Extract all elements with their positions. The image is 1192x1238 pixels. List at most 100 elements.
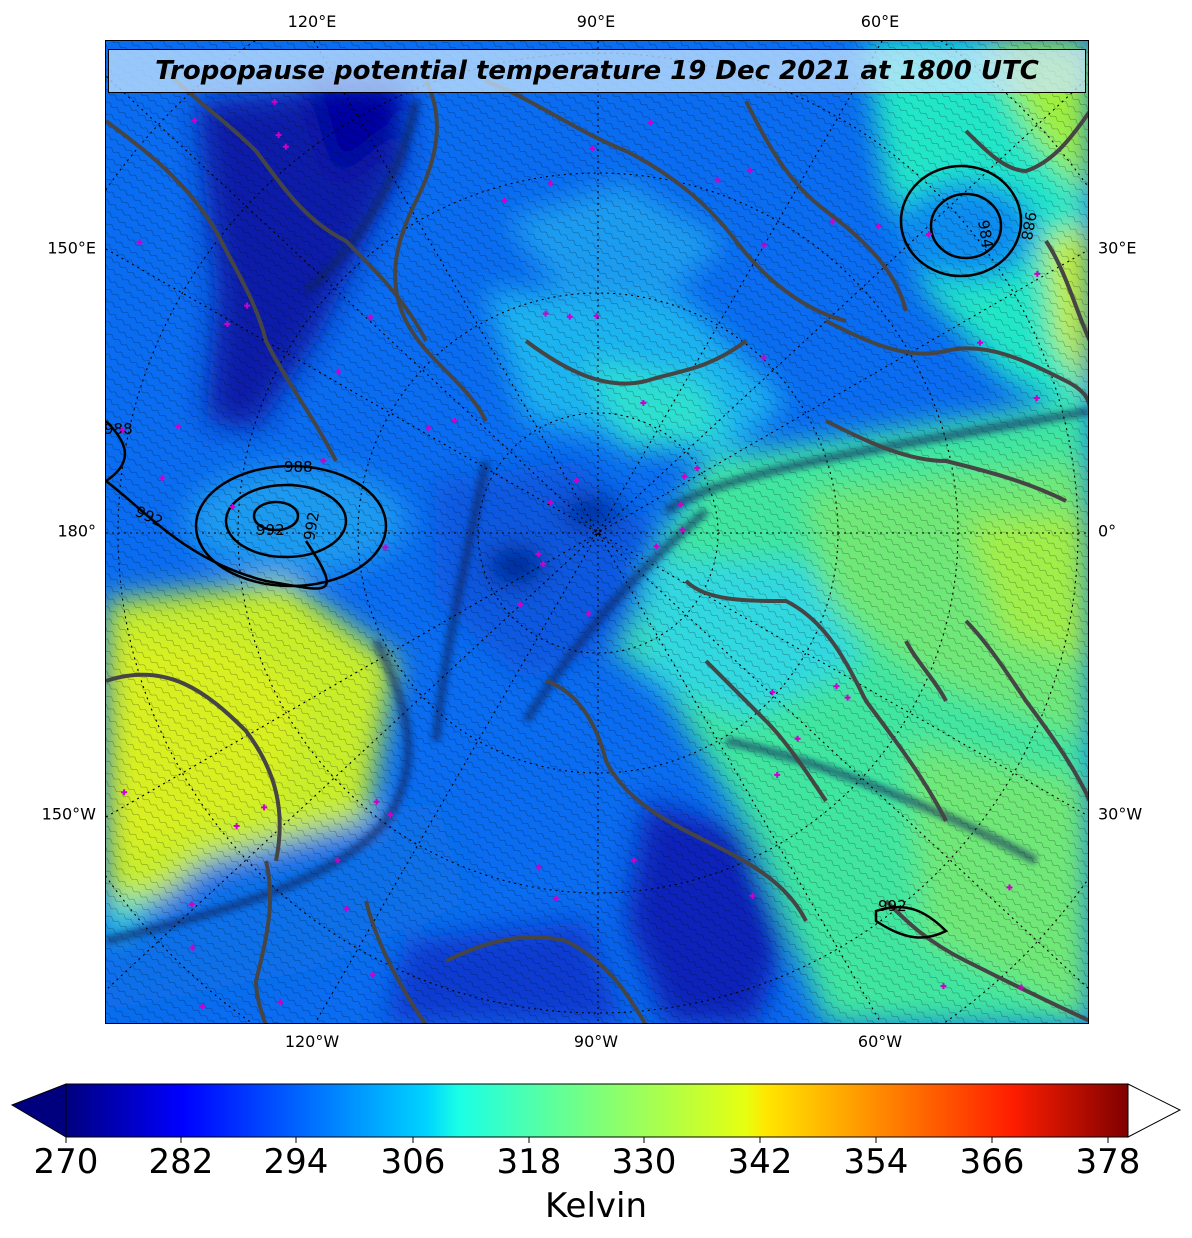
lon-tick-bottom: 90°W — [573, 1032, 619, 1051]
station-marker — [424, 424, 431, 431]
station-marker — [277, 998, 284, 1005]
station-marker — [573, 477, 580, 484]
station-marker — [320, 457, 327, 464]
station-marker — [367, 314, 374, 321]
contour-label: 988 — [1017, 210, 1040, 241]
station-marker — [925, 231, 932, 238]
station-marker — [275, 132, 282, 139]
colorbar-extend-high — [1127, 1083, 1182, 1138]
station-marker — [119, 426, 126, 433]
station-marker — [653, 543, 660, 550]
station-marker — [370, 972, 377, 979]
station-marker — [373, 798, 380, 805]
isentrope-contours — [106, 41, 1088, 1023]
station-marker — [940, 983, 947, 990]
station-marker — [189, 944, 196, 951]
station-marker — [681, 473, 688, 480]
station-marker — [271, 98, 278, 105]
lon-tick-left: 150°E — [47, 238, 96, 258]
colorbar-tick-label: 270 — [33, 1142, 99, 1182]
station-marker — [769, 689, 776, 696]
colorbar-tick-label: 330 — [611, 1142, 677, 1182]
lon-tick-left: 180° — [57, 521, 96, 541]
station-marker — [540, 560, 547, 567]
station-marker — [714, 176, 721, 183]
colorbar-tick-label: 378 — [1075, 1142, 1141, 1182]
pressure-contours — [106, 164, 1023, 939]
lon-tick-right: 30°E — [1098, 238, 1137, 258]
station-marker — [976, 339, 983, 346]
station-marker — [343, 906, 350, 913]
station-marker — [233, 822, 240, 829]
station-marker — [547, 180, 554, 187]
station-marker — [536, 864, 543, 871]
lon-tick-right: 0° — [1098, 521, 1117, 541]
station-marker — [829, 218, 836, 225]
station-marker — [282, 143, 289, 150]
station-marker — [335, 368, 342, 375]
theta-field: 988 992 988 992 992 984 988 992 — [106, 41, 1088, 1023]
station-marker — [174, 423, 181, 430]
colorbar-tick-marks — [65, 1137, 1109, 1143]
colorbar-tick-label: 294 — [263, 1142, 329, 1182]
station-marker — [382, 544, 389, 551]
station-marker — [833, 683, 840, 690]
station-marker — [1018, 984, 1025, 991]
station-marker — [188, 901, 195, 908]
lon-tick-bottom: 120°W — [284, 1032, 340, 1051]
lon-tick-top: 60°E — [860, 12, 900, 31]
station-marker — [760, 354, 767, 361]
colorbar-tick-label: 354 — [843, 1142, 909, 1182]
colorbar-tick-label: 342 — [727, 1142, 793, 1182]
station-marker — [517, 600, 524, 607]
contour-label: 992 — [256, 521, 285, 539]
station-marker — [774, 771, 781, 778]
colorbar-tick-label: 306 — [380, 1142, 446, 1182]
station-marker — [794, 735, 801, 742]
station-marker — [647, 120, 654, 127]
station-marker — [199, 1003, 206, 1010]
colorbar-extend-low — [10, 1083, 67, 1138]
station-marker — [542, 310, 549, 317]
graticule — [106, 41, 1088, 1023]
title-banner: Tropopause potential temperature 19 Dec … — [108, 49, 1086, 93]
contour-label: 984 — [974, 219, 997, 250]
colorbar — [10, 1083, 1182, 1143]
station-marker — [121, 789, 128, 796]
station-marker — [749, 892, 756, 899]
colorbar-tick-label: 282 — [148, 1142, 214, 1182]
station-marker — [1033, 394, 1040, 401]
station-marker — [535, 551, 542, 558]
station-marker — [387, 812, 394, 819]
contour-label: 992 — [878, 897, 907, 915]
station-marker — [1006, 884, 1013, 891]
station-marker — [452, 417, 459, 424]
lon-tick-top: 90°E — [576, 12, 616, 31]
station-marker — [694, 465, 701, 472]
map-title: Tropopause potential temperature 19 Dec … — [155, 56, 1039, 86]
colorbar-tick-label: 318 — [496, 1142, 562, 1182]
station-marker — [158, 474, 165, 481]
colorbar-tick-label: 366 — [959, 1142, 1025, 1182]
station-marker — [677, 501, 684, 508]
station-marker — [501, 197, 508, 204]
map-panel: 988 992 988 992 992 984 988 992 Tropopau… — [105, 40, 1089, 1024]
station-marker — [679, 526, 686, 533]
station-marker — [585, 610, 592, 617]
station-marker — [552, 895, 559, 902]
station-marker — [261, 804, 268, 811]
station-marker — [136, 239, 143, 246]
contour-label: 988 — [284, 458, 313, 476]
station-marker — [224, 320, 231, 327]
station-markers — [119, 98, 1041, 1010]
station-marker — [844, 694, 851, 701]
lon-tick-bottom: 60°W — [857, 1032, 903, 1051]
station-marker — [229, 504, 236, 511]
station-marker — [640, 399, 647, 406]
lon-tick-top: 120°E — [287, 12, 337, 31]
lon-tick-left: 150°W — [41, 804, 96, 824]
jet-boundaries — [106, 100, 1088, 946]
station-marker — [875, 222, 882, 229]
contour-label: 992 — [300, 510, 323, 541]
lon-tick-right: 30°W — [1098, 804, 1143, 824]
